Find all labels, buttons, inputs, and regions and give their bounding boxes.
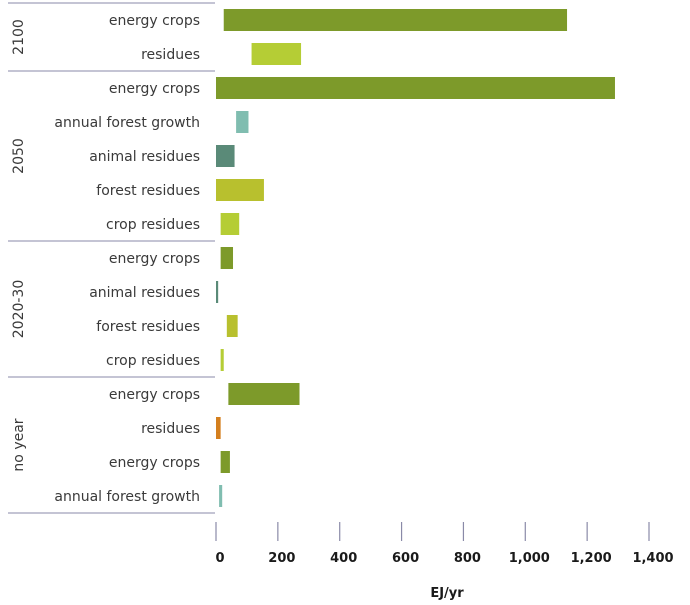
x-tick-label: 1,400 (632, 551, 673, 566)
bar (220, 213, 240, 235)
bar (251, 43, 302, 65)
category-label: animal residues (89, 149, 200, 165)
category-label: annual forest growth (54, 115, 200, 131)
category-label: forest residues (96, 319, 200, 335)
bar (220, 349, 224, 371)
x-tick-label: 1,200 (571, 551, 612, 566)
bar (216, 179, 264, 201)
category-labels: energy crops residues energy crops annual f… (54, 13, 200, 505)
bar (216, 417, 221, 439)
x-tick-label: 200 (268, 551, 295, 566)
x-tick-label: 1,000 (509, 551, 550, 566)
category-label: crop residues (106, 217, 200, 233)
bar (223, 9, 568, 31)
bar (216, 77, 615, 99)
category-label: crop residues (106, 353, 200, 369)
category-label: energy crops (109, 251, 200, 267)
x-tick-label: 400 (330, 551, 357, 566)
group-label: 2100 (11, 19, 27, 55)
bar (228, 383, 300, 405)
category-label: residues (141, 421, 200, 437)
group-label: no year (11, 418, 27, 471)
x-tick-label: 600 (392, 551, 419, 566)
bar (236, 111, 249, 133)
category-label: energy crops (109, 387, 200, 403)
group-separators (8, 2, 215, 514)
category-label: animal residues (89, 285, 200, 301)
x-tick-label: 800 (454, 551, 481, 566)
x-axis: 0 200 400 600 800 1,000 1,200 1,400 (215, 522, 674, 566)
bar (216, 145, 235, 167)
bar (219, 485, 223, 507)
group-label: 2020-30 (11, 280, 27, 339)
category-label: forest residues (96, 183, 200, 199)
bar (216, 281, 219, 303)
bar (220, 247, 234, 269)
bar (226, 315, 238, 337)
category-label: energy crops (109, 13, 200, 29)
x-tick-label: 0 (215, 551, 224, 566)
group-label: 2050 (11, 138, 27, 174)
bars (216, 9, 615, 507)
category-label: energy crops (109, 455, 200, 471)
group-labels: 2100 2050 2020-30 no year (11, 19, 27, 471)
bar (220, 451, 230, 473)
category-label: energy crops (109, 81, 200, 97)
category-label: annual forest growth (54, 489, 200, 505)
category-label: residues (141, 47, 200, 63)
x-axis-title: EJ/yr (430, 586, 464, 601)
